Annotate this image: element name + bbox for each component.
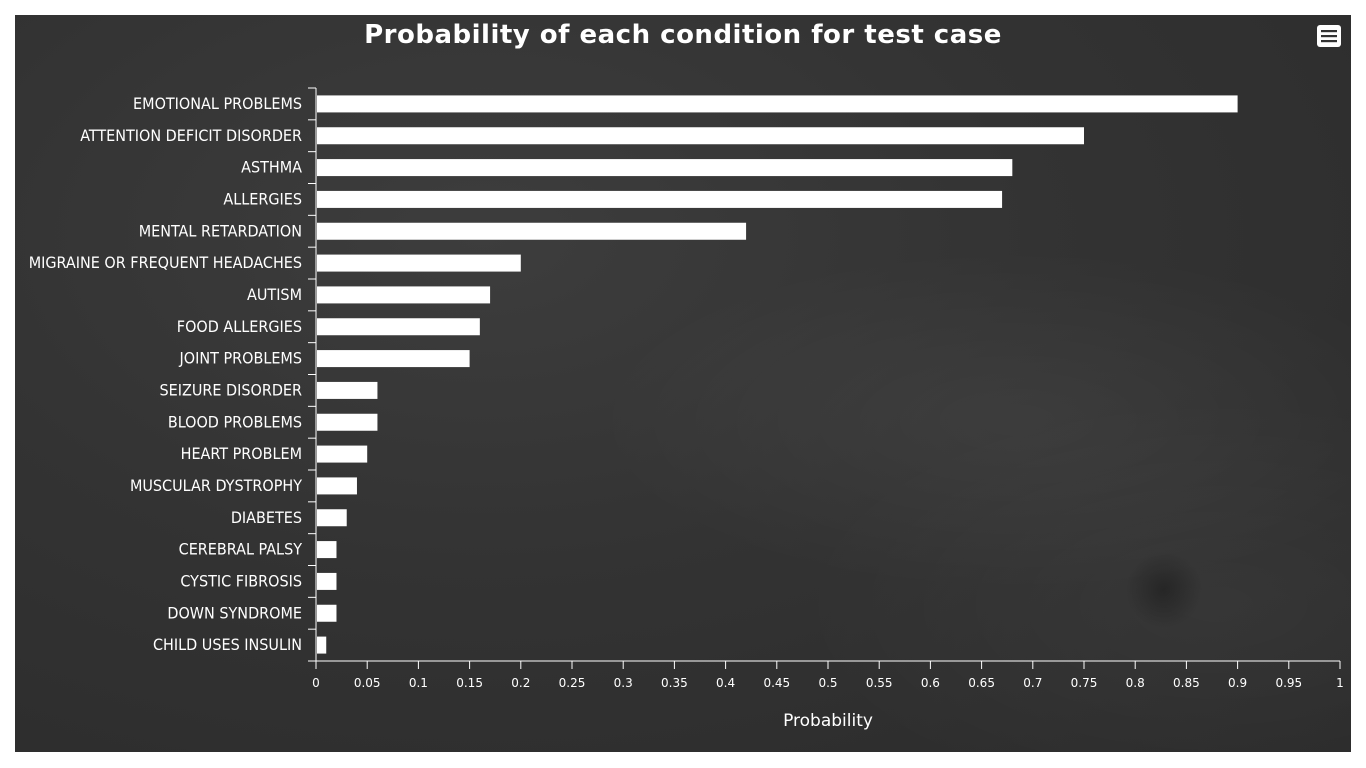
bar[interactable] xyxy=(317,159,1013,177)
category-label: CYSTIC FIBROSIS xyxy=(180,571,302,590)
bars-group xyxy=(317,95,1238,654)
x-tick-label: 0.6 xyxy=(921,676,940,690)
category-label: CEREBRAL PALSY xyxy=(179,540,303,559)
x-tick-label: 1 xyxy=(1336,676,1344,690)
x-tick-label: 0.4 xyxy=(716,676,735,690)
category-label: ATTENTION DEFICIT DISORDER xyxy=(80,126,302,145)
x-tick-label: 0.05 xyxy=(354,676,381,690)
bar[interactable] xyxy=(317,95,1238,113)
category-label: EMOTIONAL PROBLEMS xyxy=(133,94,302,113)
y-axis: EMOTIONAL PROBLEMS ATTENTION DEFICIT DISO… xyxy=(29,87,317,662)
hamburger-menu-icon xyxy=(1317,25,1341,47)
bar[interactable] xyxy=(317,636,327,654)
x-tick-label: 0.7 xyxy=(1023,676,1042,690)
bar[interactable] xyxy=(317,318,480,336)
x-tick-label: 0.55 xyxy=(866,676,893,690)
x-axis-title: Probability xyxy=(783,711,873,731)
bar[interactable] xyxy=(317,350,470,368)
category-label: BLOOD PROBLEMS xyxy=(168,412,302,431)
x-tick-label: 0.3 xyxy=(614,676,633,690)
category-label: AUTISM xyxy=(247,285,302,304)
bar[interactable] xyxy=(317,190,1003,208)
x-axis: 0 0.05 0.1 0.15 0.2 0.25 0.3 0.35 0.4 0.45 0.5 0.55… xyxy=(312,660,1344,690)
bar[interactable] xyxy=(317,541,337,559)
bar[interactable] xyxy=(317,254,521,272)
x-tick-label: 0.45 xyxy=(763,676,790,690)
bar[interactable] xyxy=(317,286,491,304)
bar[interactable] xyxy=(317,222,747,240)
x-tick-label: 0 xyxy=(312,676,320,690)
bar[interactable] xyxy=(317,572,337,590)
x-tick-label: 0.65 xyxy=(968,676,995,690)
category-label: DOWN SYNDROME xyxy=(167,603,302,622)
bar[interactable] xyxy=(317,127,1084,145)
category-label: MENTAL RETARDATION xyxy=(139,221,302,240)
category-label: SEIZURE DISORDER xyxy=(159,380,302,399)
x-tick-label: 0.35 xyxy=(661,676,688,690)
bar[interactable] xyxy=(317,445,368,463)
bar[interactable] xyxy=(317,381,378,399)
x-tick-label: 0.95 xyxy=(1275,676,1302,690)
category-label: JOINT PROBLEMS xyxy=(179,349,303,368)
chart-menu-button[interactable] xyxy=(1316,24,1342,48)
x-tick-label: 0.1 xyxy=(409,676,428,690)
x-tick-label: 0.85 xyxy=(1173,676,1200,690)
category-label: ASTHMA xyxy=(241,158,302,177)
category-label: MUSCULAR DYSTROPHY xyxy=(130,476,302,495)
x-tick-label: 0.2 xyxy=(511,676,530,690)
x-tick-label: 0.9 xyxy=(1228,676,1247,690)
x-tick-label: 0.75 xyxy=(1071,676,1098,690)
x-tick-label: 0.8 xyxy=(1126,676,1145,690)
category-label: DIABETES xyxy=(231,508,302,527)
x-tick-label: 0.15 xyxy=(456,676,483,690)
category-label: ALLERGIES xyxy=(223,189,302,208)
category-label: FOOD ALLERGIES xyxy=(177,317,302,336)
x-tick-label: 0.25 xyxy=(559,676,586,690)
category-label: CHILD USES INSULIN xyxy=(153,635,302,654)
bar[interactable] xyxy=(317,509,347,527)
category-label: HEART PROBLEM xyxy=(181,444,302,463)
category-label: MIGRAINE OR FREQUENT HEADACHES xyxy=(29,253,302,272)
bar[interactable] xyxy=(317,604,337,622)
bar[interactable] xyxy=(317,477,357,495)
chart-title: Probability of each condition for test c… xyxy=(364,20,1002,50)
bar[interactable] xyxy=(317,413,378,431)
x-tick-label: 0.5 xyxy=(818,676,837,690)
